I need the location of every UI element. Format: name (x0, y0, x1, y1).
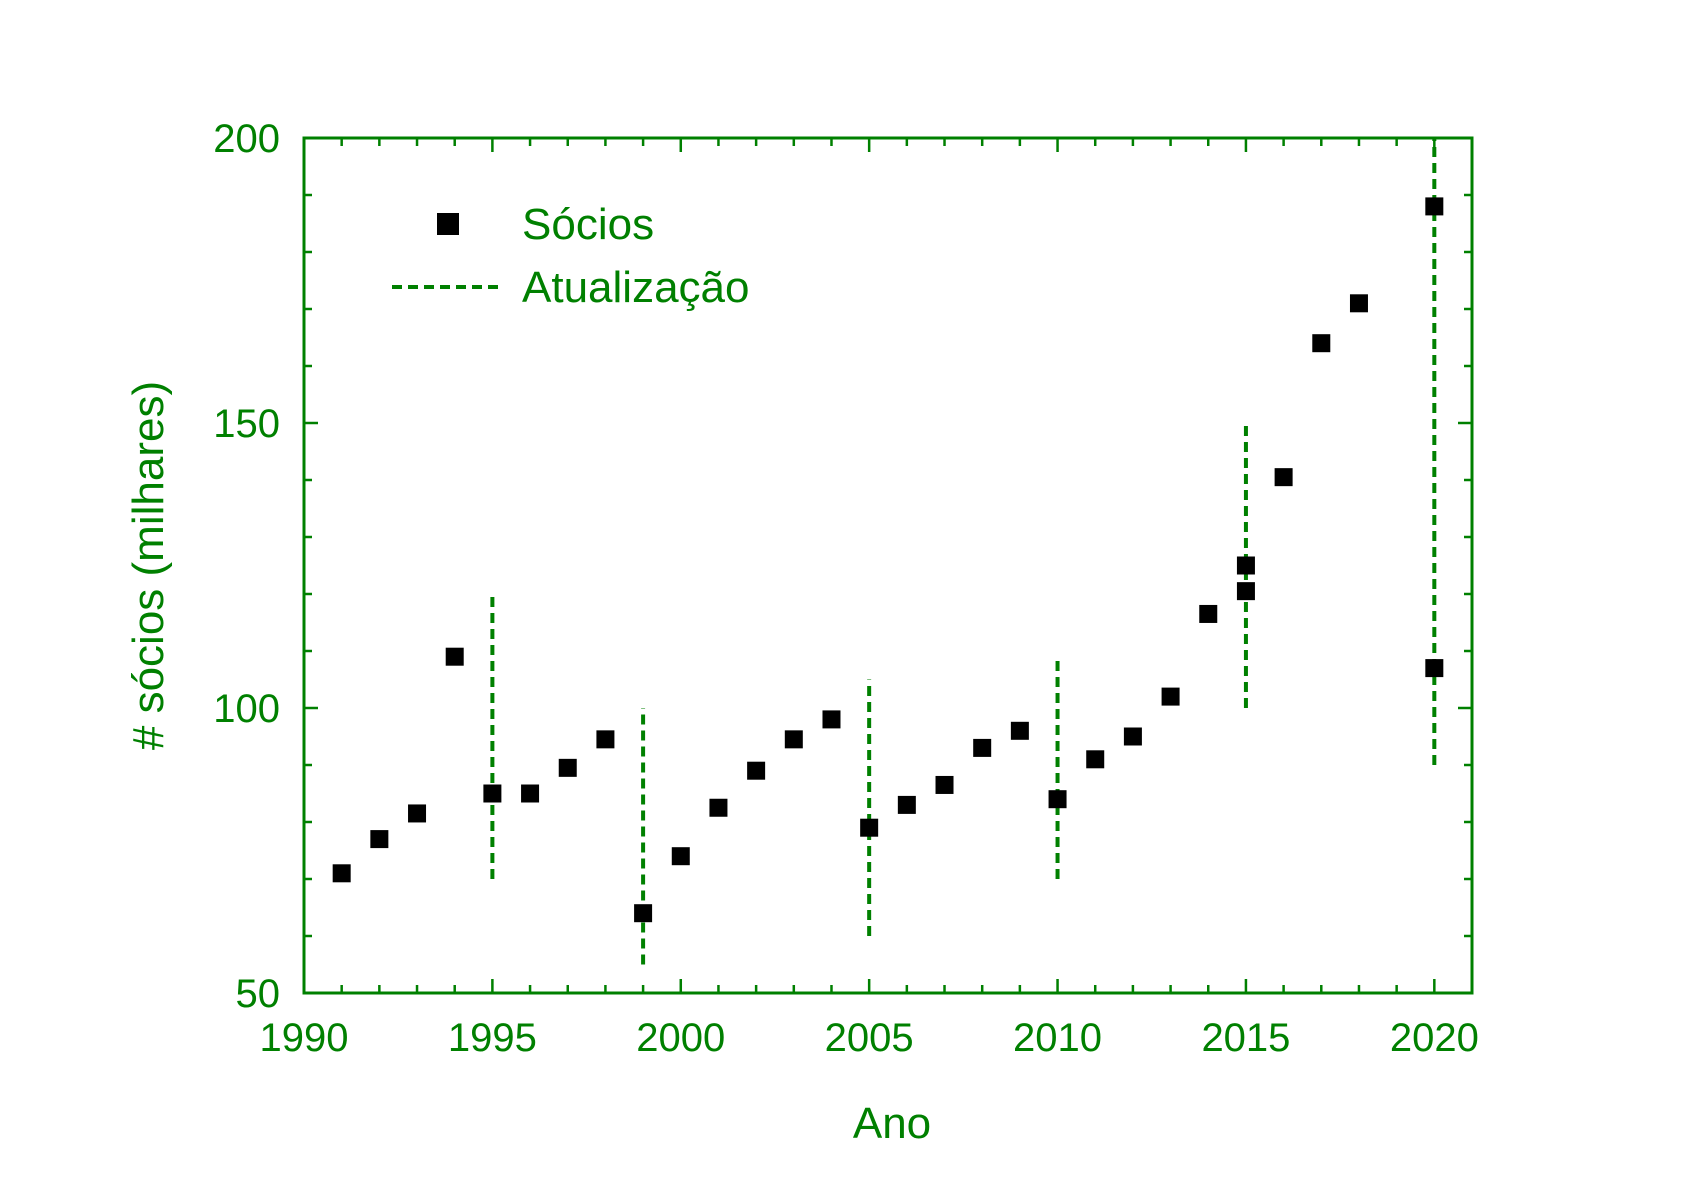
data-point (1123, 727, 1142, 746)
data-point (671, 847, 690, 866)
data-point (370, 830, 389, 849)
y-axis-label: # sócios (milhares) (124, 381, 173, 750)
x-tick-label: 2010 (1013, 1016, 1102, 1060)
legend-label-socios: Sócios (522, 200, 654, 249)
x-tick-label: 2015 (1201, 1016, 1290, 1060)
data-point (1236, 582, 1255, 601)
y-tick-label: 50 (236, 972, 281, 1016)
x-tick-label: 1990 (260, 1016, 349, 1060)
legend: Sócios Atualização (392, 200, 749, 312)
data-point (1236, 556, 1255, 575)
x-tick-label: 2000 (636, 1016, 725, 1060)
data-point (521, 784, 540, 803)
data-point (1425, 197, 1444, 216)
data-point (973, 738, 992, 757)
data-point (445, 647, 464, 666)
data-point (332, 864, 351, 883)
data-point (935, 775, 954, 794)
x-tick-label: 2005 (825, 1016, 914, 1060)
data-point (709, 798, 728, 817)
axes-group: 1990 1995 2000 2005 2010 2015 2020 50 100 150 200 (213, 117, 1479, 1060)
y-tick-label: 150 (213, 402, 280, 446)
data-point (1425, 659, 1444, 678)
x-tick-label: 2020 (1390, 1016, 1479, 1060)
data-point (784, 730, 803, 749)
data-point (822, 710, 841, 729)
x-axis-label: Ano (853, 1099, 931, 1148)
y-tick-label: 200 (213, 117, 280, 161)
data-point (1312, 334, 1331, 353)
x-tick-label: 1995 (448, 1016, 537, 1060)
data-point (747, 761, 766, 780)
y-tick-label: 100 (213, 687, 280, 731)
data-point (408, 804, 427, 823)
legend-label-atualizacao: Atualização (522, 263, 749, 312)
plot-frame (302, 136, 1474, 995)
data-point (596, 730, 615, 749)
data-point (558, 758, 577, 777)
data-point (1349, 294, 1368, 313)
data-point (1048, 790, 1067, 809)
data-point (897, 795, 916, 814)
data-point (483, 784, 502, 803)
legend-marker-socios (437, 213, 459, 235)
data-point (1199, 604, 1218, 623)
data-point (860, 818, 879, 837)
data-point (1010, 721, 1029, 740)
data-point (1274, 468, 1293, 487)
data-point (634, 904, 653, 923)
data-points-group (332, 197, 1444, 923)
data-point (1161, 687, 1180, 706)
data-point (1086, 750, 1105, 769)
